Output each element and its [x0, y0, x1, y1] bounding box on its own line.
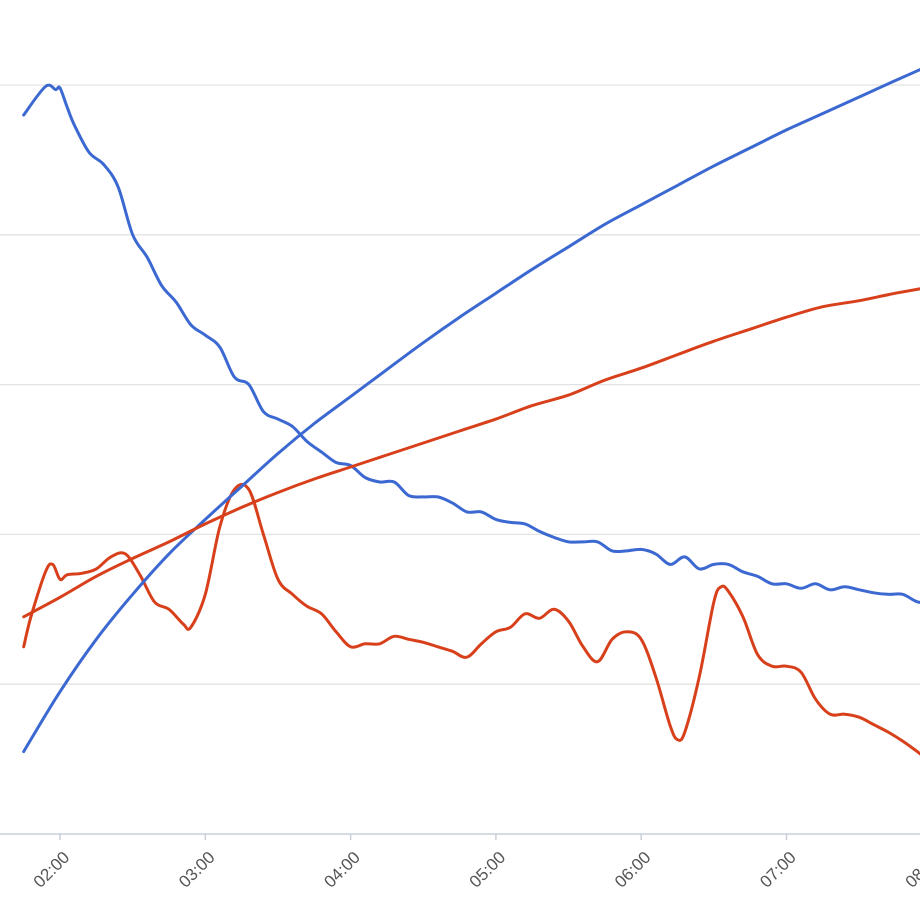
x-tick-label: 04:00 [320, 848, 364, 892]
series-line-2 [22, 482, 920, 756]
x-tick-label: 02:00 [30, 848, 74, 892]
x-tick-label: 05:00 [466, 848, 510, 892]
gridlines [0, 84, 920, 685]
x-tick-label: 03:00 [175, 848, 219, 892]
x-tick-label: 08:00 [902, 848, 920, 892]
series-line-1 [22, 83, 920, 605]
series-lines [22, 68, 920, 756]
series-line-3 [22, 68, 920, 754]
x-tick-label: 06:00 [611, 848, 655, 892]
x-tick-label: 07:00 [756, 848, 800, 892]
series-line-4 [22, 287, 920, 619]
x-axis: 02:00 03:00 04:00 05:00 06:00 07:00 08:00 [0, 833, 920, 892]
